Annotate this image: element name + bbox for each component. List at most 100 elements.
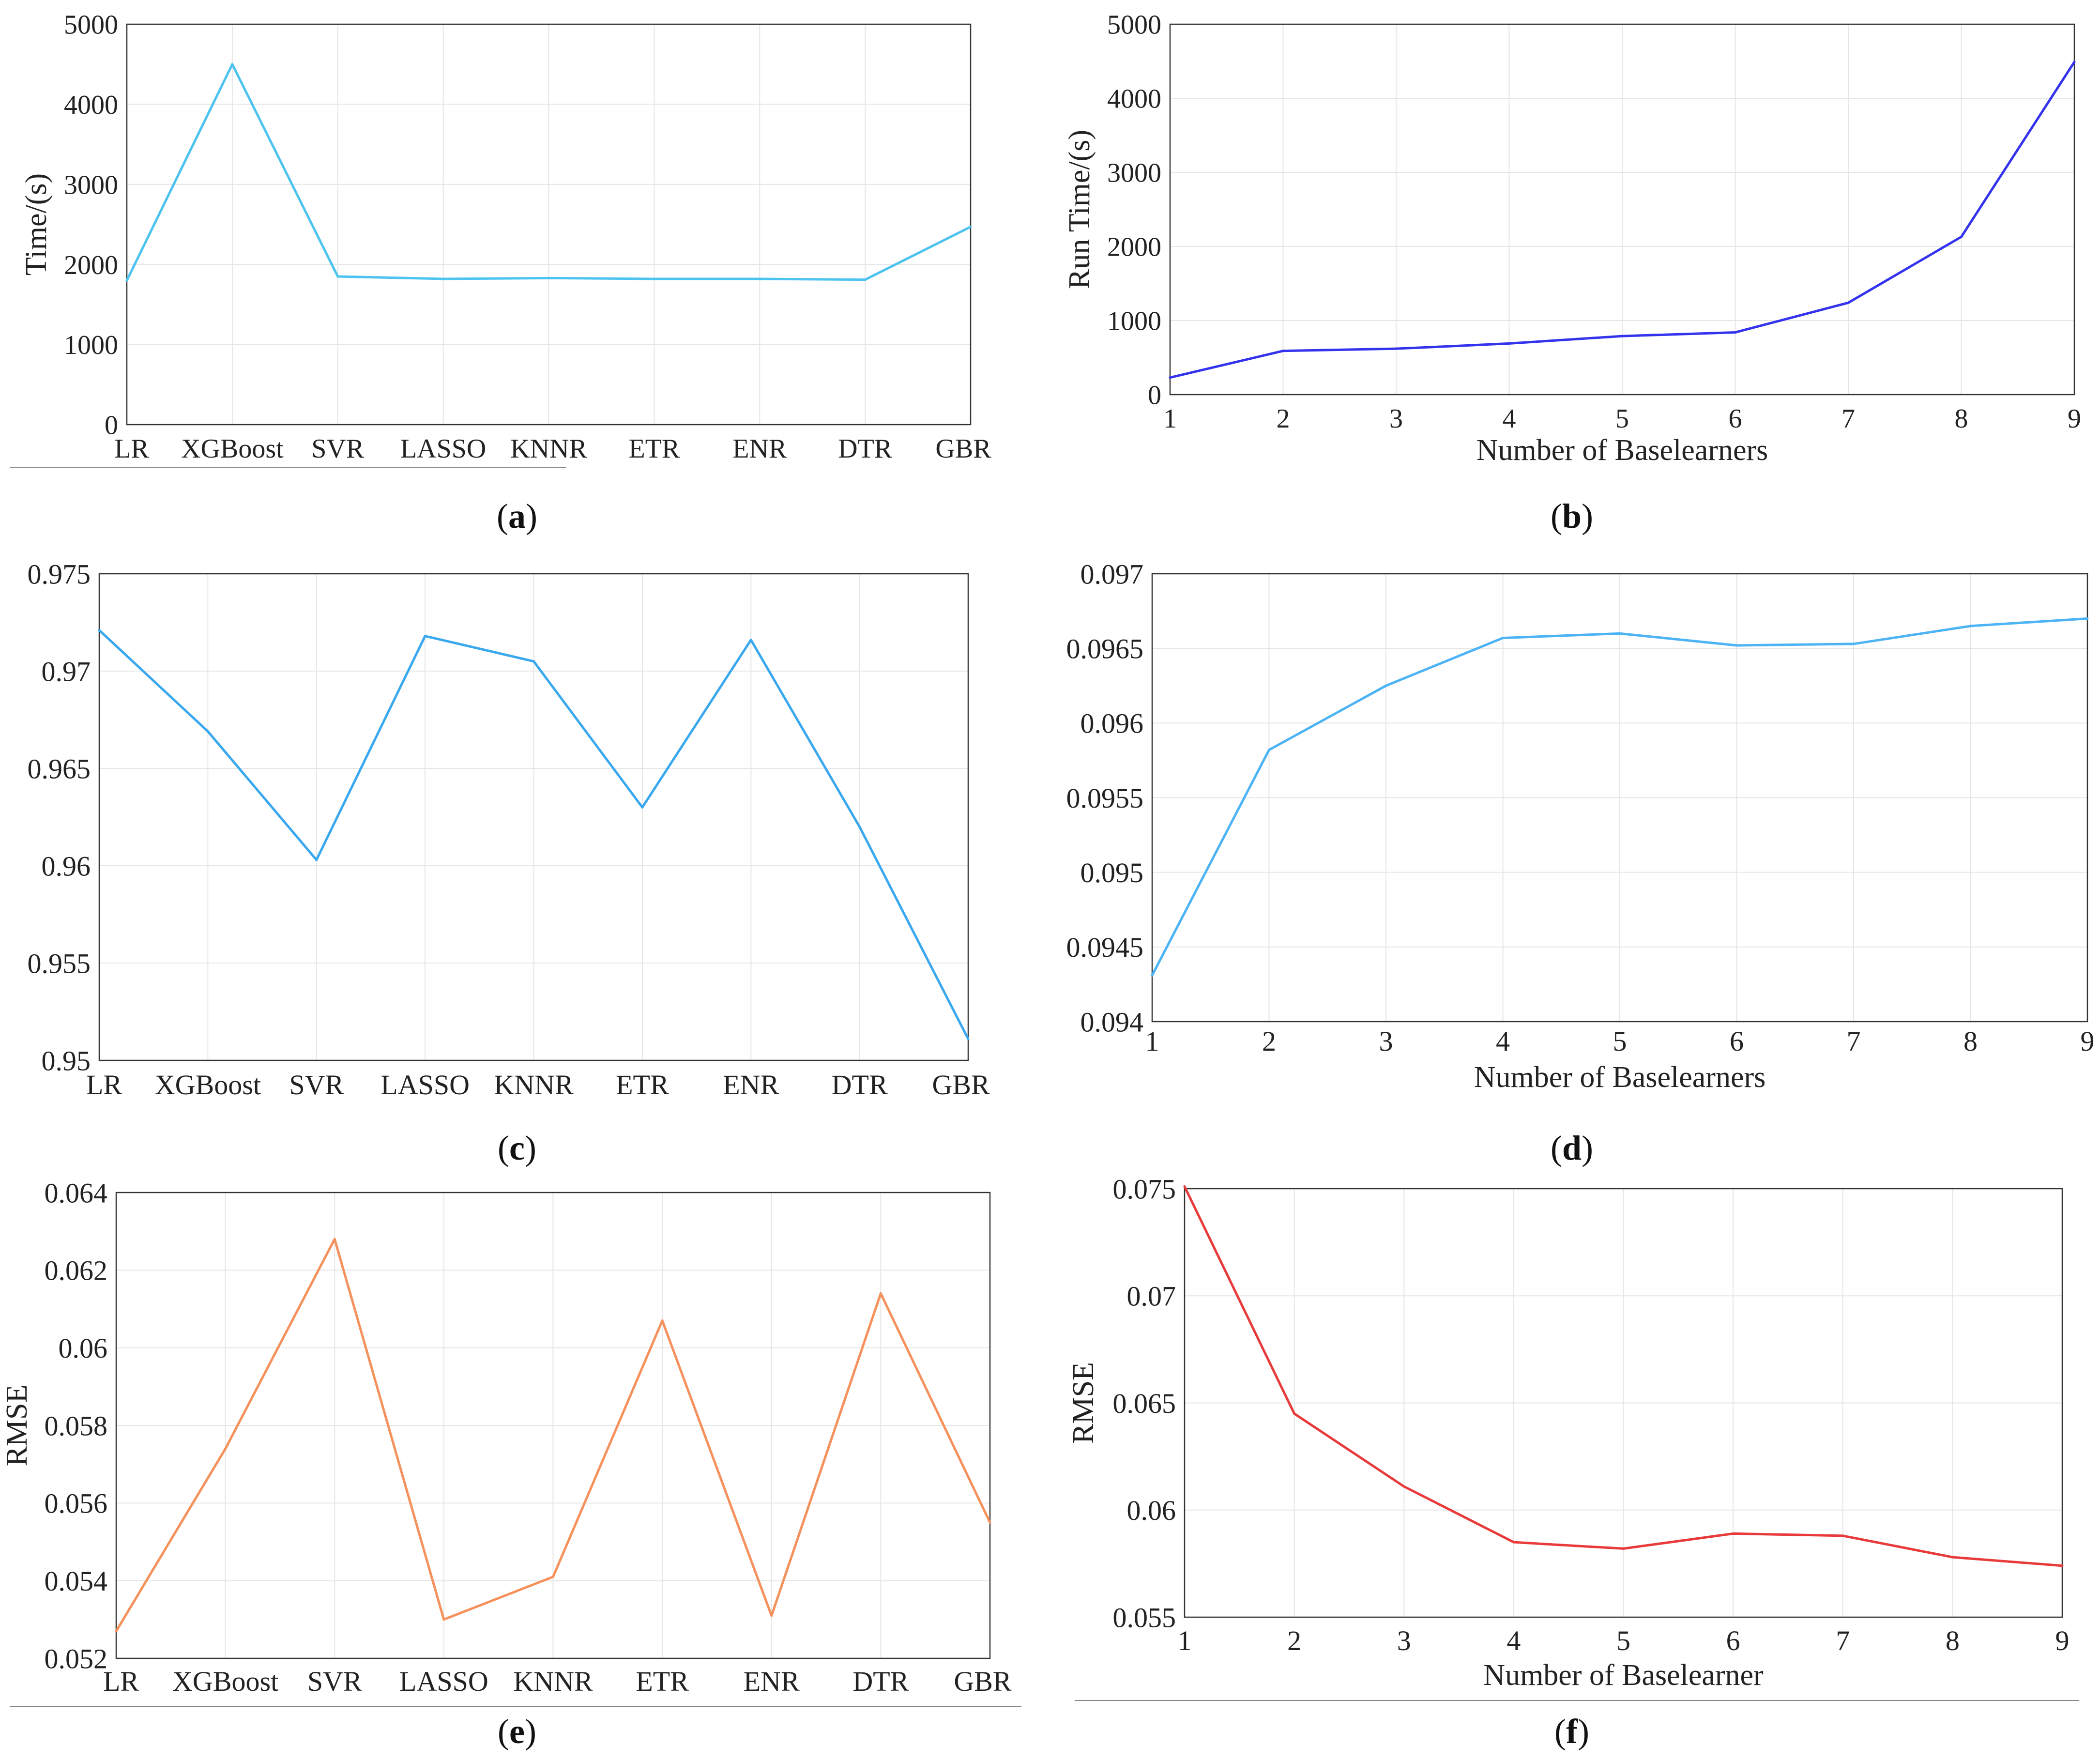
chart-panel-e: 0.052 0.054 0.056 0.058 0.06 0.062 0.064 LR XGBo… [0, 1177, 1021, 1751]
data-point [1621, 335, 1624, 337]
caption-letter: d [1562, 1129, 1582, 1167]
y-tick-label: 4000 [1107, 84, 1161, 114]
x-tick-label: ENR [723, 1069, 779, 1101]
y-tick-label: 0.965 [28, 753, 91, 784]
data-point [1385, 684, 1387, 687]
data-point [858, 826, 861, 828]
x-tick-label: DTR [838, 434, 893, 464]
x-tick-label: 7 [1836, 1625, 1850, 1656]
data-point [315, 858, 318, 861]
data-point [548, 276, 550, 279]
y-tick-label: 0 [105, 411, 118, 441]
axes-box [1169, 23, 2075, 396]
x-tick-label: 6 [1730, 1025, 1744, 1057]
data-point [2086, 617, 2089, 620]
x-tick-label: LASSO [400, 434, 486, 464]
data-point [653, 277, 655, 280]
data-point [1841, 1534, 1844, 1537]
x-tick-label: 9 [2068, 404, 2081, 434]
x-tick-label: 2 [1277, 404, 1290, 434]
x-tick-label: LR [114, 434, 149, 464]
caption-letter: f [1566, 1712, 1578, 1751]
axes-box [126, 23, 972, 426]
data-point [967, 1038, 970, 1041]
y-tick-label: 0.06 [59, 1332, 108, 1364]
y-axis-title: RMSE [0, 1385, 33, 1467]
y-tick-label: 5000 [64, 10, 118, 40]
data-point [206, 730, 209, 733]
x-tick-label: 2 [1262, 1025, 1276, 1057]
data-point [333, 1238, 336, 1240]
y-tick-label: 0.056 [45, 1488, 108, 1519]
x-tick-label: 3 [1397, 1625, 1411, 1656]
x-tick-label: 2 [1287, 1625, 1301, 1656]
chart-panel-a: 0 1000 2000 3000 4000 5000 LR XGBoost SVR LASSO KN… [10, 10, 991, 536]
x-tick-label: KNNR [513, 1666, 593, 1697]
x-tick-label: 3 [1379, 1025, 1393, 1057]
data-point [758, 277, 761, 280]
y-tick-label: 0.062 [45, 1255, 108, 1286]
x-tick-label: XGBoost [172, 1666, 278, 1697]
x-tick-label: GBR [954, 1666, 1012, 1697]
data-point [1847, 301, 1850, 304]
x-tick-label: 7 [1841, 404, 1855, 434]
caption-paren-close: ) [526, 497, 537, 536]
data-point [231, 63, 234, 66]
chart-panel-d: 0.094 0.0945 0.095 0.0955 0.096 0.0965 0.097 1 2… [1066, 558, 2095, 1167]
x-tick-label: DTR [852, 1666, 909, 1697]
axes-box [1184, 1188, 2063, 1618]
x-axis-title: Number of Baselearners [1476, 434, 1768, 467]
x-tick-label: 5 [1615, 404, 1629, 434]
data-point [1183, 1185, 1186, 1188]
x-tick-label: LR [103, 1666, 139, 1697]
data-point [1960, 235, 1963, 238]
data-point [969, 225, 972, 228]
data-point [1169, 376, 1172, 379]
caption-paren-close: ) [525, 1712, 536, 1751]
data-point [424, 635, 426, 638]
x-tick-label: GBR [935, 434, 991, 464]
x-tick-label: 1 [1163, 404, 1177, 434]
y-tick-label: 1000 [1107, 306, 1161, 337]
y-tick-label: 0 [1148, 381, 1161, 411]
x-tick-label: LASSO [380, 1069, 470, 1101]
data-point [661, 1319, 664, 1322]
y-tick-label: 1000 [64, 330, 118, 360]
y-tick-label: 0.094 [1080, 1006, 1144, 1038]
x-axis-title: Number of Baselearners [1474, 1061, 1766, 1094]
x-tick-label: 9 [2055, 1625, 2070, 1656]
y-tick-label: 2000 [64, 250, 118, 280]
y-tick-label: 5000 [1107, 10, 1161, 40]
y-tick-label: 0.06 [1127, 1495, 1176, 1526]
x-tick-label: 6 [1726, 1625, 1740, 1656]
caption-paren-open: ( [498, 1712, 509, 1751]
data-point [1852, 643, 1855, 645]
caption-paren-open: ( [1551, 1129, 1562, 1167]
y-tick-label: 0.055 [1113, 1602, 1176, 1633]
x-tick-label: 8 [1946, 1625, 1960, 1656]
y-tick-label: 0.07 [1127, 1281, 1176, 1312]
y-tick-label: 4000 [64, 90, 118, 120]
caption-paren-close: ) [1578, 1712, 1589, 1751]
x-tick-label: 4 [1503, 404, 1516, 434]
y-tick-label: 0.058 [45, 1410, 108, 1441]
data-point [1734, 331, 1736, 334]
data-point [1502, 637, 1504, 640]
chart-panel-c: 0.95 0.955 0.96 0.965 0.97 0.975 LR XGBoost SVR L… [28, 558, 990, 1167]
x-tick-label: 4 [1507, 1625, 1521, 1656]
x-tick-label: 9 [2081, 1025, 2095, 1057]
x-tick-label: 5 [1616, 1625, 1630, 1656]
data-point [442, 277, 445, 280]
y-axis-title: RMSE [1067, 1362, 1100, 1444]
data-point [1618, 632, 1621, 635]
x-tick-label: SVR [307, 1666, 362, 1697]
data-point [1735, 644, 1738, 647]
caption-paren-close: ) [1582, 497, 1593, 536]
y-tick-label: 0.052 [45, 1643, 108, 1674]
caption-paren-close: ) [525, 1129, 536, 1167]
x-tick-label: LASSO [399, 1666, 488, 1697]
panel-caption: (a) [497, 497, 537, 536]
caption-paren-open: ( [1551, 497, 1562, 536]
y-tick-label: 0.955 [28, 948, 91, 979]
caption-paren-open: ( [498, 1129, 509, 1167]
